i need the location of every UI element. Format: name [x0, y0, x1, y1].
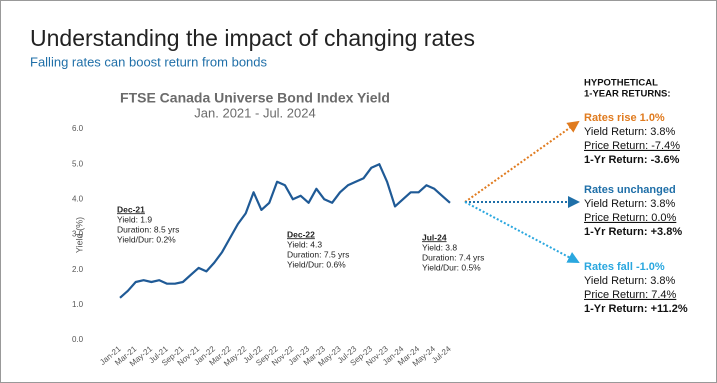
- annotation-line: Yield/Dur: 0.6%: [287, 259, 346, 269]
- scenario-line: Yield Return: 3.8%: [584, 198, 676, 210]
- annotation-title: Jul-24: [422, 232, 447, 242]
- scenario-line: Yield Return: 3.8%: [584, 126, 676, 138]
- panel-heading: HYPOTHETICAL: [584, 78, 658, 89]
- y-tick-label: 3.0: [72, 230, 84, 239]
- annotation-line: Yield: 4.3: [287, 239, 322, 249]
- scenario-line: 1-Yr Return: +11.2%: [584, 303, 688, 315]
- y-tick-label: 2.0: [72, 265, 84, 274]
- scenario-line: Yield Return: 3.8%: [584, 275, 676, 287]
- scenario-name: Rates rise 1.0%: [584, 112, 665, 124]
- scenario-line: Price Return: -7.4%: [584, 140, 680, 152]
- scenario-line: Price Return: 0.0%: [584, 212, 677, 224]
- scenario-line: 1-Yr Return: -3.6%: [584, 154, 680, 166]
- chart-title: FTSE Canada Universe Bond Index Yield: [120, 90, 390, 106]
- annotation-line: Duration: 7.5 yrs: [287, 249, 349, 259]
- scenario-line: Price Return: 7.4%: [584, 289, 677, 301]
- arrow-fall: [464, 201, 580, 263]
- scenario-name: Rates fall -1.0%: [584, 261, 665, 273]
- annotation-line: Yield/Dur: 0.5%: [422, 262, 481, 272]
- page-subtitle: Falling rates can boost return from bond…: [30, 54, 268, 69]
- y-tick-label: 6.0: [72, 124, 84, 133]
- annotation-line: Yield: 3.8: [422, 242, 457, 252]
- y-tick-label: 0.0: [72, 335, 84, 344]
- annotation-title: Dec-22: [287, 229, 315, 239]
- y-tick-label: 5.0: [72, 159, 84, 168]
- annotation-line: Yield: 1.9: [117, 214, 152, 224]
- page-title: Understanding the impact of changing rat…: [30, 25, 475, 51]
- series-line: [119, 163, 451, 299]
- annotation-line: Yield/Dur: 0.2%: [117, 234, 176, 244]
- annotation-title: Dec-21: [117, 204, 145, 214]
- y-axis-label: Yield (%): [74, 217, 84, 253]
- scenario-line: 1-Yr Return: +3.8%: [584, 226, 682, 238]
- annotation-line: Duration: 8.5 yrs: [117, 224, 179, 234]
- annotation-line: Duration: 7.4 yrs: [422, 252, 484, 262]
- chart-subtitle: Jan. 2021 - Jul. 2024: [194, 105, 315, 120]
- arrow-rise: [464, 120, 580, 203]
- x-tick-label: Jul-24: [430, 344, 453, 365]
- scenario-name: Rates unchanged: [584, 184, 676, 196]
- y-tick-label: 4.0: [72, 194, 84, 203]
- y-tick-label: 1.0: [72, 300, 84, 309]
- panel-heading: 1-YEAR RETURNS:: [584, 89, 671, 100]
